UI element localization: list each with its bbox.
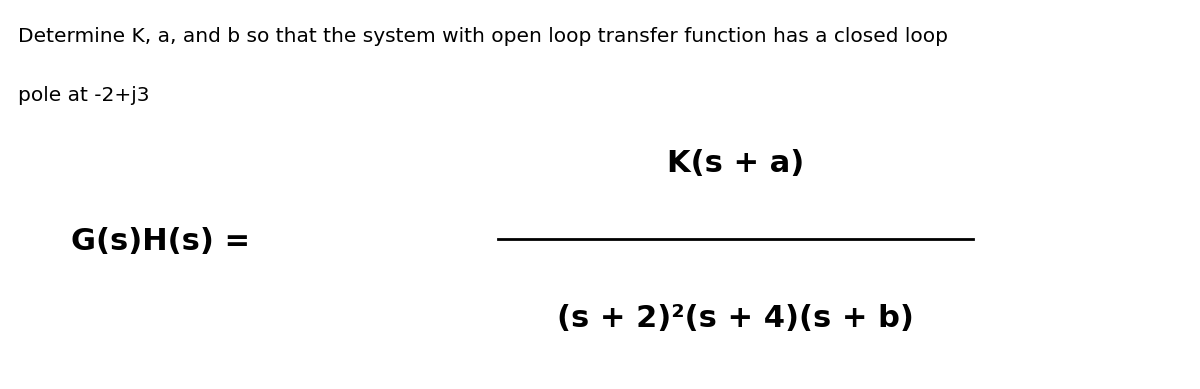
Text: (s + 2)²(s + 4)(s + b): (s + 2)²(s + 4)(s + b): [557, 305, 913, 333]
Text: G(s)H(s) =: G(s)H(s) =: [71, 227, 260, 256]
Text: Determine K, a, and b so that the system with open loop transfer function has a : Determine K, a, and b so that the system…: [18, 27, 948, 46]
Text: K(s + a): K(s + a): [667, 149, 804, 178]
Text: pole at -2+j3: pole at -2+j3: [18, 86, 149, 105]
